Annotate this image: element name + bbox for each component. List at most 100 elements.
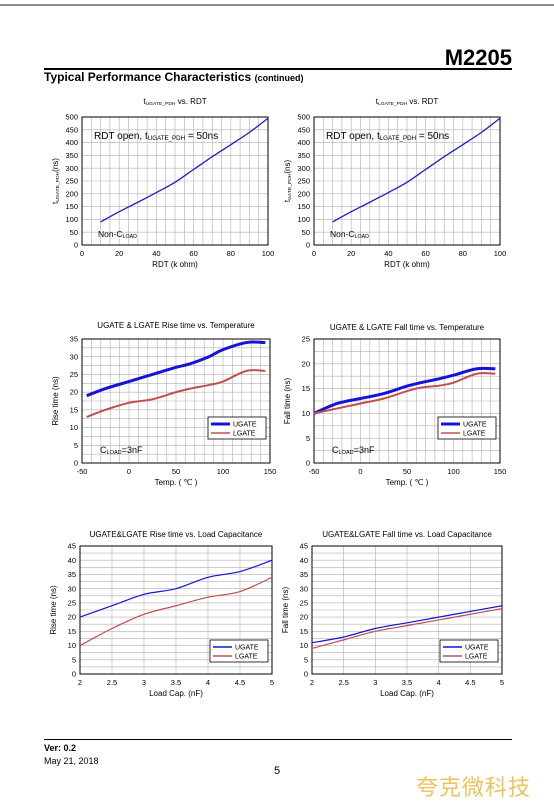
series-line-0 [332,117,501,223]
x-tick-label: 2 [78,678,82,687]
y-axis-label-group: Rise time (ns) [51,376,60,426]
plot-frame [311,545,503,675]
y-axis-label: Rise time (ns) [51,376,60,426]
x-tick-label: 40 [152,249,160,258]
y-tick-label: 35 [300,570,308,579]
legend-label-lgate: LGATE [463,431,486,438]
chart-title: tUGATE_PDH vs. RDT [143,97,206,107]
y-tick-label: 10 [68,641,76,650]
x-axis-label: RDT (k ohm) [384,260,430,269]
x-tick-label: 150 [264,467,277,476]
y-tick-label: 500 [65,113,78,122]
x-axis-label: Temp. ( ℃ ) [386,478,429,487]
y-tick-label: 15 [302,384,310,393]
y-tick-label: 15 [68,627,76,636]
y-tick-label: 5 [304,655,308,664]
y-tick-label: 30 [70,352,78,361]
x-axis-label: RDT (k ohm) [152,260,198,269]
x-tick-label: 3 [142,678,146,687]
y-axis-label-group: tUGATE_PDH(ns) [51,158,61,204]
page-number: 5 [274,765,281,777]
y-tick-label: 150 [297,202,310,211]
x-tick-label: 100 [447,467,460,476]
y-axis-label: tUGATE_PDH(ns) [51,158,61,204]
x-tick-label: -50 [309,467,320,476]
y-tick-label: 0 [74,241,78,250]
y-tick-label: 30 [68,584,76,593]
section-title: Typical Performance Characteristics (con… [44,70,304,84]
y-tick-label: 300 [65,164,78,173]
x-tick-label: 5 [270,678,274,687]
x-tick-label: 60 [189,249,197,258]
y-tick-label: 20 [302,359,310,368]
y-tick-label: 250 [65,177,78,186]
y-tick-label: 350 [297,151,310,160]
y-axis-label: Fall time (ns) [281,587,290,634]
y-tick-label: 45 [68,542,76,551]
y-tick-label: 350 [65,151,78,160]
y-tick-label: 200 [65,189,78,198]
chart-annotation-load: CLOAD=3nF [332,445,375,456]
x-axis-label: Load Cap. (nF) [149,689,203,698]
x-tick-label: 3.5 [402,678,412,687]
y-tick-label: 30 [300,584,308,593]
y-tick-label: 25 [300,598,308,607]
legend-label-lgate: LGATE [465,654,488,661]
plot-frame [79,545,273,675]
y-tick-label: 5 [306,434,310,443]
x-tick-label: 20 [115,249,123,258]
y-axis-label: tGATE_PDH(ns) [283,159,293,202]
chart-ugate-pdh-vs-rdt: 0 20 40 60 80 100 0 50 100 150 200 250 300 350 400 450 5… [51,97,275,269]
y-tick-label: 250 [297,177,310,186]
part-number: M2205 [444,45,512,70]
legend-label-ugate: UGATE [463,422,487,429]
y-tick-label: 10 [300,641,308,650]
y-tick-label: 25 [302,335,310,344]
footer-rule [44,739,512,740]
x-axis-label: Load Cap. (nF) [380,689,434,698]
y-tick-label: 20 [70,388,78,397]
y-tick-label: 0 [304,670,308,679]
y-tick-label: 5 [72,655,76,664]
legend-label-ugate: UGATE [233,422,257,429]
x-tick-label: 0 [80,249,84,258]
chart-title: UGATE&LGATE Fall time vs. Load Capacitan… [322,530,492,539]
y-tick-label: 20 [300,613,308,622]
legend-label-ugate: UGATE [235,645,259,652]
legend-label-lgate: LGATE [235,654,258,661]
section-title-text: Typical Performance Characteristics [44,70,252,84]
y-tick-label: 35 [68,570,76,579]
plot-frame [313,338,501,464]
y-tick-label: 200 [297,189,310,198]
x-tick-label: 100 [262,249,275,258]
chart-fall-vs-load: 2 2.5 3 3.5 4 4.5 5 0 5 10 15 20 25 30 35 40 45 UGATE&LGA… [281,530,504,698]
series-line-0 [100,117,269,223]
chart-rise-vs-load: 2 2.5 3 3.5 4 4.5 5 0 5 10 15 20 25 30 35 40 45 UGATE&LGA… [49,530,274,698]
series-line-ugate [313,366,496,415]
y-tick-label: 300 [297,164,310,173]
y-tick-label: 500 [297,113,310,122]
x-axis-label: Temp. ( ℃ ) [155,478,198,487]
series-line-ugate [79,559,273,618]
x-tick-label: 4 [206,678,210,687]
chart-annotation: RDT open, tUGATE_PDH = 50ns [94,131,218,142]
y-tick-label: 15 [70,405,78,414]
x-tick-label: 50 [172,467,180,476]
section-subtitle: (continued) [254,73,304,83]
series-line-ugate [86,340,266,398]
plot-frame [81,116,269,246]
plot-frame [313,116,501,246]
chart-title: UGATE & LGATE Fall time vs. Temperature [330,323,485,332]
x-tick-label: 0 [358,467,362,476]
x-tick-label: 0 [312,249,316,258]
series-line-lgate [86,369,266,418]
y-tick-label: 10 [70,423,78,432]
y-tick-label: 15 [300,627,308,636]
x-tick-label: 5 [500,678,504,687]
y-tick-label: 20 [68,613,76,622]
y-tick-label: 0 [306,241,310,250]
legend-label-ugate: UGATE [465,645,489,652]
chart-annotation-load: Non-CLOAD [330,229,369,240]
